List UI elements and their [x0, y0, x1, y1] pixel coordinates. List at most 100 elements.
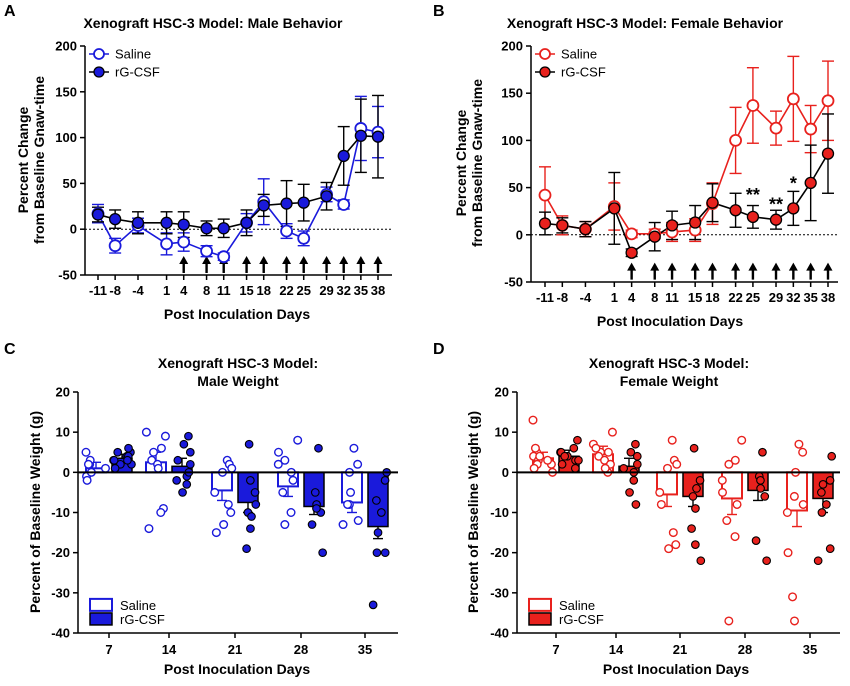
scatter-point-saline [671, 540, 681, 550]
data-point-rgcsf [729, 204, 742, 217]
scatter-point-rgcsf [310, 488, 320, 497]
y-tick-label: 150 [501, 86, 523, 101]
y-tick-label: 200 [55, 39, 77, 54]
data-point-saline [625, 227, 639, 241]
data-point-rgcsf [746, 210, 760, 224]
x-tick-label: -4 [132, 283, 144, 298]
panel-label-A: A [4, 3, 16, 20]
legend-swatch-saline [89, 597, 113, 612]
data-point-rgcsf [257, 199, 270, 212]
data-point-saline [769, 121, 783, 135]
data-point-saline [177, 235, 191, 249]
legend-label-rgcsf: rG-CSF [559, 612, 604, 627]
scatter-point-rgcsf [689, 443, 699, 453]
scatter-point-rgcsf [560, 451, 570, 461]
scatter-point-saline [717, 475, 727, 485]
scatter-point-saline [286, 508, 296, 518]
significance-marker: ** [746, 185, 760, 205]
scatter-point-saline [794, 439, 804, 449]
scatter-point-saline [211, 528, 221, 538]
scatter-point-rgcsf [557, 459, 567, 469]
scatter-point-rgcsf [184, 431, 193, 441]
scatter-point-saline [591, 443, 601, 453]
y-tick-label: 100 [501, 133, 523, 148]
y-tick-label: -40 [490, 626, 509, 641]
data-point-rgcsf [337, 149, 350, 163]
x-tick-label: -8 [557, 290, 569, 305]
dosing-arrow-icon [259, 256, 269, 274]
data-point-saline [804, 122, 818, 136]
y-tick-label: 100 [55, 130, 77, 145]
bar-saline [341, 471, 363, 504]
x-tick-label: -11 [536, 290, 554, 305]
data-point-saline [786, 92, 800, 106]
x-tick-label: 35 [803, 290, 817, 305]
scatter-point-rgcsf [817, 488, 826, 497]
scatter-point-rgcsf [172, 476, 182, 485]
data-point-rgcsf [217, 222, 230, 235]
data-point-saline [160, 237, 173, 251]
chart-subtitle: Female Weight [620, 373, 719, 389]
scatter-point-saline [667, 435, 677, 445]
scatter-point-saline [280, 455, 290, 465]
x-tick-label: 22 [279, 283, 293, 298]
y-tick-label: 0 [63, 465, 70, 480]
scatter-point-rgcsf [818, 480, 828, 489]
scatter-point-rgcsf [185, 447, 195, 457]
scatter-point-saline [293, 435, 303, 445]
y-axis-label-line: Percent Change [453, 109, 469, 216]
scatter-point-rgcsf [756, 484, 765, 493]
scatter-point-saline [737, 435, 747, 445]
scatter-point-rgcsf [825, 544, 835, 554]
significance-marker: ** [769, 194, 783, 214]
scatter-point-saline [153, 463, 163, 473]
y-tick-label: 50 [63, 176, 77, 191]
x-tick-label: 1 [163, 283, 170, 298]
y-axis-label: Percent of Baseline Weight (g) [465, 411, 481, 613]
x-tick-label: 7 [552, 642, 559, 657]
scatter-point-saline [82, 475, 92, 485]
scatter-point-saline [782, 508, 792, 518]
x-tick-label: 25 [746, 290, 760, 305]
scatter-point-rgcsf [110, 463, 120, 473]
data-point-rgcsf [787, 202, 800, 215]
scatter-point-saline [656, 499, 666, 509]
x-tick-label: 25 [296, 283, 310, 298]
scatter-point-saline [724, 616, 734, 626]
y-axis-label-line: Percent Change [15, 106, 31, 213]
y-tick-label: 0 [70, 222, 77, 237]
data-point-saline [821, 94, 835, 108]
data-point-rgcsf [177, 218, 190, 231]
legend-label-saline: Saline [559, 598, 595, 613]
scatter-point-rgcsf [696, 556, 706, 566]
scatter-point-rgcsf [373, 528, 383, 537]
scatter-point-rgcsf [762, 556, 771, 566]
chart-title: Xenograft HSC-3 Model: Female Behavior [507, 15, 784, 31]
scatter-point-saline [662, 463, 672, 473]
scatter-point-rgcsf [825, 476, 835, 485]
legend-swatch-saline [539, 48, 551, 60]
data-point-rgcsf [769, 213, 783, 226]
legend-label-rgcsf: rG-CSF [120, 612, 165, 627]
scatter-point-saline [83, 459, 93, 469]
x-tick-label: 38 [821, 290, 835, 305]
series-line-rg-csf [97, 134, 379, 230]
scatter-point-rgcsf [182, 480, 192, 489]
scatter-point-saline [655, 487, 665, 497]
x-axis-label: Post Inoculation Days [597, 313, 743, 329]
scatter-point-rgcsf [827, 451, 837, 461]
data-point-rgcsf [297, 196, 310, 209]
dosing-arrow-icon [373, 256, 383, 274]
x-tick-label: 35 [803, 642, 817, 657]
y-tick-label: 0 [502, 465, 509, 480]
scatter-point-saline [141, 427, 151, 437]
scatter-point-rgcsf [632, 451, 642, 461]
scatter-point-rgcsf [758, 447, 767, 457]
x-axis-label: Post Inoculation Days [164, 306, 310, 322]
scatter-point-rgcsf [626, 447, 636, 457]
dosing-arrow-icon [806, 262, 816, 280]
data-point-saline [337, 198, 351, 211]
y-axis-label: Percent Changefrom Baseline Gnaw-time [15, 76, 47, 244]
scatter-point-rgcsf [372, 496, 381, 505]
y-axis-label-line: from Baseline Gnaw-time [469, 79, 485, 247]
